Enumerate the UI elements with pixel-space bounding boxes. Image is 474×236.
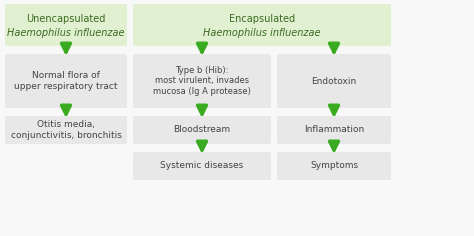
Text: Unencapsulated: Unencapsulated	[27, 14, 106, 24]
Text: Symptoms: Symptoms	[310, 161, 358, 170]
FancyBboxPatch shape	[133, 116, 271, 144]
Text: Bloodstream: Bloodstream	[173, 126, 230, 135]
Text: Haemophilus influenzae: Haemophilus influenzae	[7, 28, 125, 38]
FancyBboxPatch shape	[5, 54, 127, 108]
Text: Normal flora of
upper respiratory tract: Normal flora of upper respiratory tract	[14, 71, 118, 91]
FancyBboxPatch shape	[5, 116, 127, 144]
Text: Inflammation: Inflammation	[304, 126, 364, 135]
FancyBboxPatch shape	[133, 4, 391, 46]
FancyBboxPatch shape	[133, 54, 271, 108]
Text: Systemic diseases: Systemic diseases	[160, 161, 244, 170]
Text: Haemophilus influenzae: Haemophilus influenzae	[203, 28, 321, 38]
FancyBboxPatch shape	[277, 152, 391, 180]
FancyBboxPatch shape	[277, 54, 391, 108]
FancyBboxPatch shape	[133, 152, 271, 180]
FancyBboxPatch shape	[5, 4, 127, 46]
Text: Otitis media,
conjunctivitis, bronchitis: Otitis media, conjunctivitis, bronchitis	[10, 120, 121, 140]
Text: Encapsulated: Encapsulated	[229, 14, 295, 24]
Text: Type b (Hib):
most virulent, invades
mucosa (Ig A protease): Type b (Hib): most virulent, invades muc…	[153, 66, 251, 96]
Text: Endotoxin: Endotoxin	[311, 76, 356, 85]
FancyBboxPatch shape	[277, 116, 391, 144]
